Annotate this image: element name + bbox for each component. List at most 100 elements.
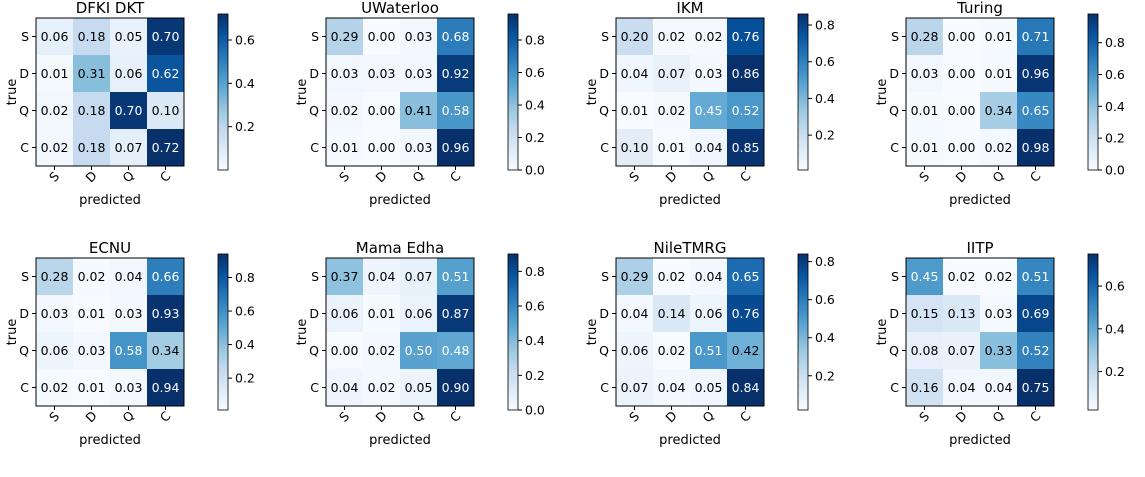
heatmap-cell (727, 92, 765, 130)
colorbar-tick-label: 0.4 (235, 337, 255, 352)
cell-value-label: 0.66 (152, 269, 180, 284)
cell-value-label: 0.02 (985, 140, 1013, 155)
cell-value-label: 0.52 (1022, 343, 1050, 358)
cell-value-label: 0.02 (41, 103, 69, 118)
confusion-matrix-panel: IITP 0.45 0.02 0.02 0.51 0.15 0.13 0.03 0.69 0.08… (875, 239, 1125, 448)
cell-value-label: 0.04 (695, 269, 723, 284)
y-tick-label: C (890, 140, 899, 155)
cell-value-label: 0.00 (368, 29, 396, 44)
colorbar (797, 13, 809, 171)
colorbar-tick-label: 0.4 (1105, 321, 1125, 336)
matrix-frame (905, 17, 1055, 167)
cell-value-label: 0.04 (331, 380, 359, 395)
heatmap-cell (943, 369, 981, 407)
cell-value-label: 0.51 (695, 343, 723, 358)
heatmap-cell (690, 55, 728, 93)
heatmap-cell (690, 258, 728, 296)
cell-value-label: 0.00 (948, 140, 976, 155)
heatmap-cell (73, 129, 111, 167)
heatmap-cell (653, 258, 691, 296)
cell-value-label: 0.65 (732, 269, 760, 284)
heatmap-cell (437, 92, 475, 130)
heatmap-cell (147, 369, 185, 407)
cell-value-label: 0.04 (621, 66, 649, 81)
colorbar-tick-label: 0.6 (235, 304, 255, 319)
heatmap-cell (363, 18, 401, 56)
colorbar-tick-label: 0.8 (815, 18, 835, 33)
colorbar-tick-label: 0.6 (1105, 67, 1125, 82)
x-axis-label: predicted (79, 193, 141, 208)
y-tick-label: C (20, 140, 29, 155)
cell-value-label: 0.01 (911, 140, 939, 155)
heatmap-cell (616, 295, 654, 333)
cell-value-label: 0.75 (1022, 380, 1050, 395)
heatmap-cell (980, 369, 1018, 407)
heatmap-cell (110, 129, 148, 167)
x-tick-label: Q (119, 168, 137, 186)
heatmap-cell (690, 129, 728, 167)
cell-value-label: 0.06 (405, 306, 433, 321)
y-axis-label: true (875, 319, 890, 346)
heatmap-cell (653, 18, 691, 56)
heatmap-cell (616, 129, 654, 167)
x-tick-label: Q (699, 408, 717, 426)
cell-value-label: 0.85 (732, 140, 760, 155)
y-tick-label: S (311, 29, 319, 44)
heatmap-cell (906, 258, 944, 296)
cell-value-label: 0.05 (115, 29, 143, 44)
heatmap-cell (400, 92, 438, 130)
x-tick-label: D (82, 168, 99, 185)
heatmap-cell (363, 295, 401, 333)
heatmap-cell (616, 258, 654, 296)
cell-value-label: 0.92 (442, 66, 470, 81)
cell-value-label: 0.04 (658, 380, 686, 395)
cell-value-label: 0.01 (985, 29, 1013, 44)
heatmap-cell (326, 129, 364, 167)
confusion-matrix-panel: NileTMRG 0.29 0.02 0.04 0.65 0.04 0.14 0.06 0.76… (585, 239, 835, 448)
heatmap-cell (906, 295, 944, 333)
colorbar-tick-label: 0.6 (525, 65, 545, 80)
heatmap-cell (1017, 369, 1055, 407)
cell-value-label: 0.02 (331, 103, 359, 118)
heatmap-cell (326, 92, 364, 130)
heatmap-cell (437, 18, 475, 56)
cell-value-label: 0.01 (41, 66, 69, 81)
cell-value-label: 0.06 (41, 29, 69, 44)
heatmap-cell (906, 369, 944, 407)
colorbar-tick-label: 0.2 (525, 368, 545, 383)
cell-value-label: 0.10 (152, 103, 180, 118)
cell-value-label: 0.31 (78, 66, 106, 81)
matrix-frame (905, 257, 1055, 407)
cell-value-label: 0.06 (695, 306, 723, 321)
cell-value-label: 0.04 (695, 140, 723, 155)
cell-value-label: 0.87 (442, 306, 470, 321)
y-axis-label: true (5, 319, 20, 346)
cell-value-label: 0.42 (732, 343, 760, 358)
cell-value-label: 0.13 (948, 306, 976, 321)
cell-value-label: 0.34 (152, 343, 180, 358)
x-tick-label: D (662, 168, 679, 185)
cell-value-label: 0.52 (732, 103, 760, 118)
colorbar-tick-label: 0.4 (525, 333, 545, 348)
x-tick-label: D (372, 408, 389, 425)
cell-value-label: 0.68 (442, 29, 470, 44)
cell-value-label: 0.02 (658, 29, 686, 44)
heatmap-cell (73, 258, 111, 296)
heatmap-cell (110, 332, 148, 370)
heatmap-cell (36, 18, 74, 56)
heatmap-cell (727, 18, 765, 56)
cell-value-label: 0.58 (442, 103, 470, 118)
cell-value-label: 0.04 (948, 380, 976, 395)
heatmap-cell (147, 258, 185, 296)
heatmap-cell (980, 92, 1018, 130)
x-axis-label: predicted (949, 433, 1011, 448)
heatmap-cell (727, 332, 765, 370)
y-tick-label: D (599, 66, 609, 81)
heatmap-cell (727, 55, 765, 93)
cell-value-label: 0.06 (621, 343, 649, 358)
x-tick-label: S (626, 168, 642, 184)
colorbar-tick-label: 0.8 (235, 270, 255, 285)
heatmap-cell (980, 18, 1018, 56)
y-tick-label: Q (599, 343, 609, 358)
cell-value-label: 0.00 (331, 343, 359, 358)
